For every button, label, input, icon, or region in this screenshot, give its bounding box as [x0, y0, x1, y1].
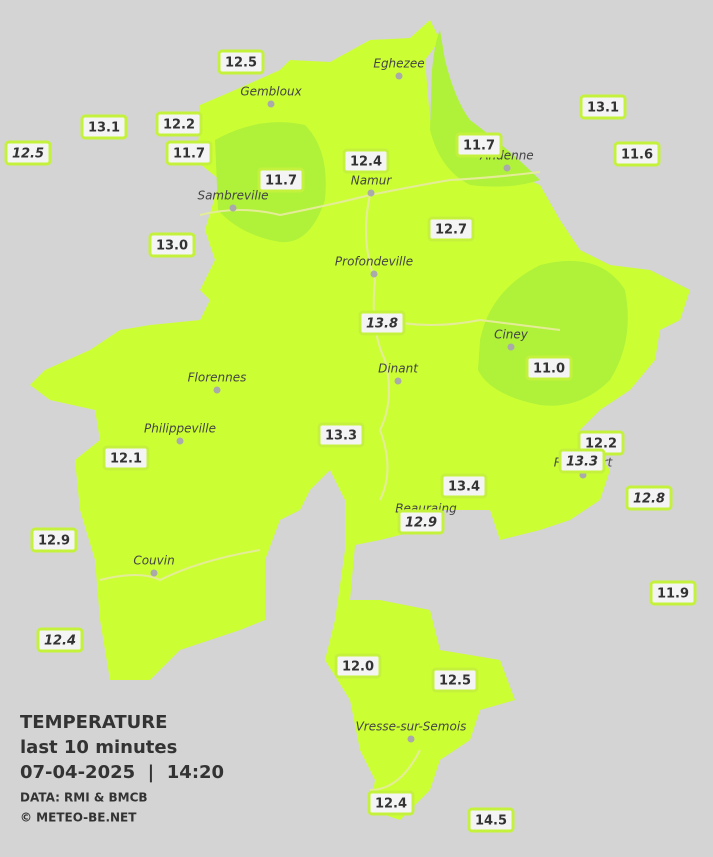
city-label: Ciney: [494, 328, 529, 342]
city-label: Gembloux: [240, 85, 302, 99]
reading-value: 12.4: [375, 797, 407, 812]
reading-value: 12.4: [350, 155, 382, 170]
reading-value: 12.2: [585, 437, 617, 452]
reading-box: [467, 807, 515, 833]
reading-box: [342, 148, 390, 174]
reading-box: [431, 667, 479, 693]
city-dot: [229, 204, 237, 212]
reading-value: 12.9: [38, 534, 70, 549]
city-dot: [394, 377, 402, 385]
reading-value: 11.7: [463, 139, 495, 154]
province: [30, 20, 690, 820]
reading-box: [613, 141, 661, 167]
city-label: Philippeville: [144, 422, 216, 436]
city-dot: [370, 270, 378, 278]
legend-subtitle: last 10 minutes: [20, 737, 177, 758]
city-label: Sambreville: [197, 189, 268, 203]
reading-box: [397, 509, 445, 535]
reading-value: 11.9: [657, 587, 689, 602]
reading-box: [455, 132, 503, 158]
reading-box: [579, 94, 627, 120]
legend-source: DATA: RMI & BMCB: [20, 791, 148, 805]
reading-value: 12.7: [435, 223, 467, 238]
reading-value: 14.5: [475, 814, 507, 829]
city-label: Couvin: [133, 554, 174, 568]
reading-value: 12.1: [110, 452, 142, 467]
reading-value: 13.3: [566, 455, 598, 470]
reading-box: [649, 580, 697, 606]
city-dot: [395, 72, 403, 80]
reading-box: [165, 140, 213, 166]
reading-value: 12.5: [12, 147, 44, 162]
reading-box: [558, 448, 606, 474]
reading-value: 11.7: [265, 174, 297, 189]
city-dot: [367, 189, 375, 197]
reading-value: 13.3: [325, 429, 357, 444]
city-dot: [507, 343, 515, 351]
river: [99, 549, 261, 582]
rivers: [99, 171, 561, 791]
city-dot: [267, 100, 275, 108]
reading-value: 13.4: [448, 480, 480, 495]
city-label: Namur: [351, 174, 393, 188]
city-label: Profondeville: [335, 255, 413, 269]
reading-value: 11.0: [533, 362, 565, 377]
river: [365, 194, 390, 501]
reading-value: 11.7: [173, 147, 205, 162]
reading-box: [102, 445, 150, 471]
reading-box: [367, 790, 415, 816]
reading-box: [36, 627, 84, 653]
reading-box: [217, 49, 265, 75]
reading-box: [80, 114, 128, 140]
reading-value: 12.9: [405, 516, 437, 531]
reading-value: 12.0: [342, 660, 374, 675]
reading-box: [440, 473, 488, 499]
reading-value: 13.8: [366, 317, 398, 332]
city-dot: [407, 735, 415, 743]
river: [369, 749, 421, 791]
river: [384, 318, 561, 331]
reading-box: [4, 140, 52, 166]
reading-box: [334, 653, 382, 679]
reading-value: 12.2: [163, 118, 195, 133]
reading-box: [358, 310, 406, 336]
reading-box: [317, 422, 365, 448]
reading-box: [155, 111, 203, 137]
reading-box: [525, 355, 573, 381]
reading-box: [30, 527, 78, 553]
city-label: Eghezee: [373, 57, 424, 71]
legend-title: TEMPERATURE: [20, 712, 167, 733]
reading-value: 12.4: [44, 634, 76, 649]
legend-datetime: 07-04-2025 | 14:20: [20, 762, 224, 783]
reading-value: 12.5: [439, 674, 471, 689]
reading-box: [257, 167, 305, 193]
reading-box: [148, 232, 196, 258]
reading-value: 13.1: [88, 121, 120, 136]
reading-value: 12.8: [633, 492, 665, 507]
city-dot: [176, 437, 184, 445]
city-label: Vresse-sur-Semois: [356, 720, 467, 734]
reading-value: 13.1: [587, 101, 619, 116]
reading-value: 13.0: [156, 239, 188, 254]
reading-box: [427, 216, 475, 242]
reading-box: [625, 485, 673, 511]
reading-value: 11.6: [621, 148, 653, 163]
city-label: Florennes: [188, 371, 247, 385]
city-dot: [503, 164, 511, 172]
city-label: Dinant: [378, 362, 419, 376]
reading-value: 12.5: [225, 56, 257, 71]
legend-copyright: © METEO-BE.NET: [20, 811, 137, 825]
legend: TEMPERATURE last 10 minutes 07-04-2025 |…: [20, 712, 224, 825]
city-dot: [150, 569, 158, 577]
cool-zone: [478, 260, 628, 406]
city-dot: [213, 386, 221, 394]
